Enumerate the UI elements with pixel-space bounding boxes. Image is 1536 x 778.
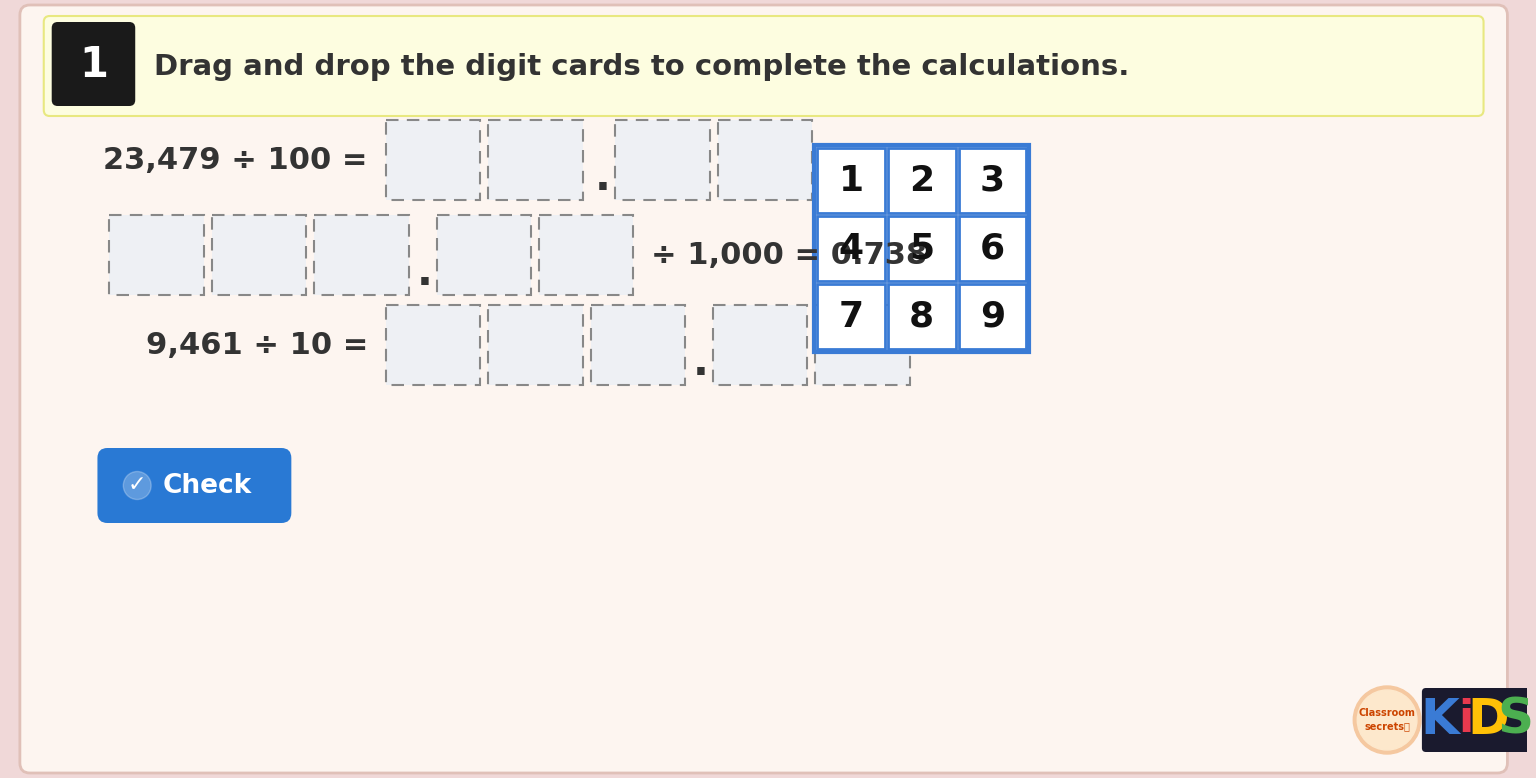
Text: 7: 7	[839, 300, 863, 334]
Bar	[212, 215, 306, 295]
Text: 5: 5	[909, 232, 934, 265]
Bar	[958, 216, 1026, 281]
Bar	[888, 148, 955, 213]
Bar	[386, 120, 481, 200]
Text: 9: 9	[980, 300, 1005, 334]
FancyBboxPatch shape	[97, 448, 292, 523]
Bar	[817, 216, 885, 281]
Bar	[888, 216, 955, 281]
Text: S: S	[1498, 696, 1533, 744]
Bar	[436, 215, 531, 295]
Bar	[817, 148, 885, 213]
Text: Check: Check	[163, 472, 252, 499]
Bar	[816, 305, 909, 385]
Bar	[591, 305, 685, 385]
Bar	[717, 120, 813, 200]
Bar	[817, 284, 885, 349]
Text: ✓: ✓	[127, 475, 146, 496]
Text: 23,479 ÷ 100 =: 23,479 ÷ 100 =	[103, 145, 369, 174]
Text: Drag and drop the digit cards to complete the calculations.: Drag and drop the digit cards to complet…	[154, 53, 1129, 81]
Bar	[814, 145, 1029, 352]
Circle shape	[1358, 690, 1416, 750]
Bar	[958, 148, 1026, 213]
Text: 3: 3	[980, 163, 1005, 198]
Text: Classroom: Classroom	[1359, 708, 1416, 718]
Bar	[488, 120, 582, 200]
Text: .: .	[594, 156, 610, 198]
Text: 8: 8	[909, 300, 934, 334]
FancyBboxPatch shape	[52, 22, 135, 106]
Text: i: i	[1458, 699, 1473, 741]
Text: D: D	[1468, 696, 1510, 744]
Bar	[315, 215, 409, 295]
Text: .: .	[693, 342, 710, 384]
Circle shape	[1353, 686, 1421, 754]
Bar	[386, 305, 481, 385]
FancyBboxPatch shape	[43, 16, 1484, 116]
Text: 1: 1	[839, 163, 863, 198]
Text: ÷ 1,000 = 0.738: ÷ 1,000 = 0.738	[651, 240, 928, 269]
Bar	[488, 305, 582, 385]
Text: 4: 4	[839, 232, 863, 265]
Text: 2: 2	[909, 163, 934, 198]
Bar	[713, 305, 808, 385]
Circle shape	[123, 471, 151, 499]
Text: 6: 6	[980, 232, 1005, 265]
Bar	[109, 215, 204, 295]
Text: secretsⓇ: secretsⓇ	[1364, 722, 1410, 732]
Text: 9,461 ÷ 10 =: 9,461 ÷ 10 =	[146, 331, 369, 359]
Text: K: K	[1421, 696, 1459, 744]
Text: 1: 1	[78, 44, 108, 86]
Bar	[616, 120, 710, 200]
Bar	[958, 284, 1026, 349]
FancyBboxPatch shape	[1422, 688, 1536, 752]
Text: .: .	[416, 251, 433, 293]
Bar	[539, 215, 633, 295]
Bar	[888, 284, 955, 349]
FancyBboxPatch shape	[20, 5, 1507, 773]
